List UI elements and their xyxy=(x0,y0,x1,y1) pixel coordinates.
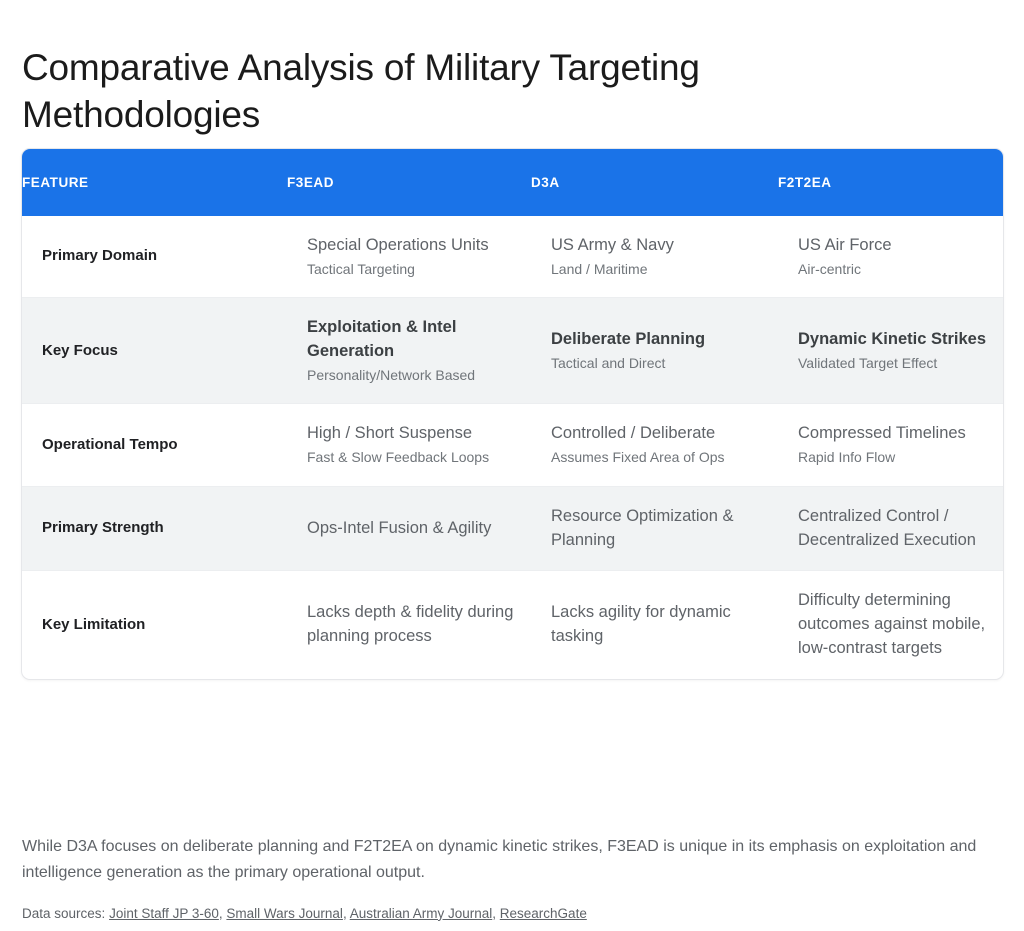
row-cell-f3ead: Special Operations Units Tactical Target… xyxy=(287,216,531,298)
feature-label: Primary Strength xyxy=(42,519,164,537)
row-cell-d3a: Lacks agility for dynamic tasking xyxy=(531,571,778,679)
row-cell-f2t2ea: Compressed Timelines Rapid Info Flow xyxy=(778,404,1003,486)
row-cell-f3ead: Ops-Intel Fusion & Agility xyxy=(287,486,531,571)
comparison-table-card: FEATURE F3EAD D3A F2T2EA Primary Domain … xyxy=(21,148,1004,681)
cell-primary-text: Deliberate Planning xyxy=(551,330,706,349)
column-header-d3a: D3A xyxy=(531,149,778,216)
row-cell-f2t2ea: Centralized Control / Decentralized Exec… xyxy=(778,486,1003,571)
cell-primary-text: Exploitation & Intel Generation xyxy=(307,318,457,361)
source-link-researchgate[interactable]: ResearchGate xyxy=(499,905,587,921)
table-body: Primary Domain Special Operations Units … xyxy=(22,216,1003,679)
cell-primary-text: Lacks agility for dynamic tasking xyxy=(551,603,731,646)
table-header: FEATURE F3EAD D3A F2T2EA xyxy=(22,149,1003,216)
page-title: Comparative Analysis of Military Targeti… xyxy=(22,46,700,135)
source-link-australian-army-journal[interactable]: Australian Army Journal xyxy=(349,905,493,921)
column-header-f3ead: F3EAD xyxy=(287,149,531,216)
table-row: Key Focus Exploitation & Intel Generatio… xyxy=(22,297,1003,404)
row-cell-d3a: Resource Optimization & Planning xyxy=(531,486,778,571)
row-cell-d3a: Controlled / Deliberate Assumes Fixed Ar… xyxy=(531,404,778,486)
data-sources-line: Data sources: Joint Staff JP 3-60, Small… xyxy=(22,905,587,921)
row-cell-d3a: Deliberate Planning Tactical and Direct xyxy=(531,298,778,404)
table-row: Primary Domain Special Operations Units … xyxy=(22,216,1003,298)
cell-primary-text: US Air Force xyxy=(798,236,892,254)
cell-sub-text: Assumes Fixed Area of Ops xyxy=(551,449,725,466)
cell-sub-text: Air-centric xyxy=(798,260,862,277)
cell-primary-text: Controlled / Deliberate xyxy=(551,424,716,443)
cell-sub-text: Rapid Info Flow xyxy=(798,449,896,466)
row-feature-cell: Operational Tempo xyxy=(22,404,287,486)
data-sources-label: Data sources: xyxy=(22,905,106,921)
summary-paragraph: While D3A focuses on deliberate planning… xyxy=(22,838,977,881)
cell-sub-text: Tactical and Direct xyxy=(551,355,666,372)
feature-label: Primary Domain xyxy=(42,247,158,265)
row-cell-f2t2ea: US Air Force Air-centric xyxy=(778,216,1003,298)
cell-sub-text: Personality/Network Based xyxy=(307,367,476,384)
row-feature-cell: Primary Domain xyxy=(22,216,287,298)
cell-sub-text: Validated Target Effect xyxy=(798,355,938,372)
table-row: Operational Tempo High / Short Suspense … xyxy=(22,404,1003,487)
feature-label: Operational Tempo xyxy=(42,435,178,453)
cell-sub-text: Land / Maritime xyxy=(551,260,648,277)
row-cell-f2t2ea: Difficulty determining outcomes against … xyxy=(778,571,1003,679)
cell-primary-text: Special Operations Units xyxy=(307,236,489,254)
cell-primary-text: Compressed Timelines xyxy=(798,424,966,443)
feature-label: Key Focus xyxy=(42,341,118,359)
cell-primary-text: Difficulty determining outcomes against … xyxy=(798,591,986,658)
cell-primary-text: Lacks depth & fidelity during planning p… xyxy=(307,603,514,646)
row-cell-f3ead: High / Short Suspense Fast & Slow Feedba… xyxy=(287,404,531,486)
row-feature-cell: Key Focus xyxy=(22,298,287,404)
row-feature-cell: Primary Strength xyxy=(22,486,287,571)
row-cell-d3a: US Army & Navy Land / Maritime xyxy=(531,216,778,298)
row-cell-f2t2ea: Dynamic Kinetic Strikes Validated Target… xyxy=(778,298,1003,404)
comparison-table: FEATURE F3EAD D3A F2T2EA Primary Domain … xyxy=(22,149,1003,679)
cell-primary-text: Dynamic Kinetic Strikes xyxy=(798,330,986,349)
table-row: Primary Strength Ops-Intel Fusion & Agil… xyxy=(22,486,1003,571)
column-header-f2t2ea: F2T2EA xyxy=(778,149,1003,216)
column-header-feature: FEATURE xyxy=(22,149,287,216)
source-link-joint-staff[interactable]: Joint Staff JP 3-60 xyxy=(109,905,219,921)
cell-primary-text: US Army & Navy xyxy=(551,236,674,254)
cell-sub-text: Fast & Slow Feedback Loops xyxy=(307,449,490,466)
source-link-small-wars-journal[interactable]: Small Wars Journal xyxy=(226,905,343,921)
cell-sub-text: Tactical Targeting xyxy=(307,260,415,277)
cell-primary-text: Resource Optimization & Planning xyxy=(551,506,734,549)
cell-primary-text: Ops-Intel Fusion & Agility xyxy=(307,518,492,537)
row-cell-f3ead: Lacks depth & fidelity during planning p… xyxy=(287,571,531,679)
table-header-row: FEATURE F3EAD D3A F2T2EA xyxy=(22,149,1003,216)
row-cell-f3ead: Exploitation & Intel Generation Personal… xyxy=(287,298,531,404)
row-feature-cell: Key Limitation xyxy=(22,571,287,679)
cell-primary-text: High / Short Suspense xyxy=(307,424,473,443)
feature-label: Key Limitation xyxy=(42,616,146,634)
cell-primary-text: Centralized Control / Decentralized Exec… xyxy=(798,506,976,549)
table-row: Key Limitation Lacks depth & fidelity du… xyxy=(22,571,1003,679)
